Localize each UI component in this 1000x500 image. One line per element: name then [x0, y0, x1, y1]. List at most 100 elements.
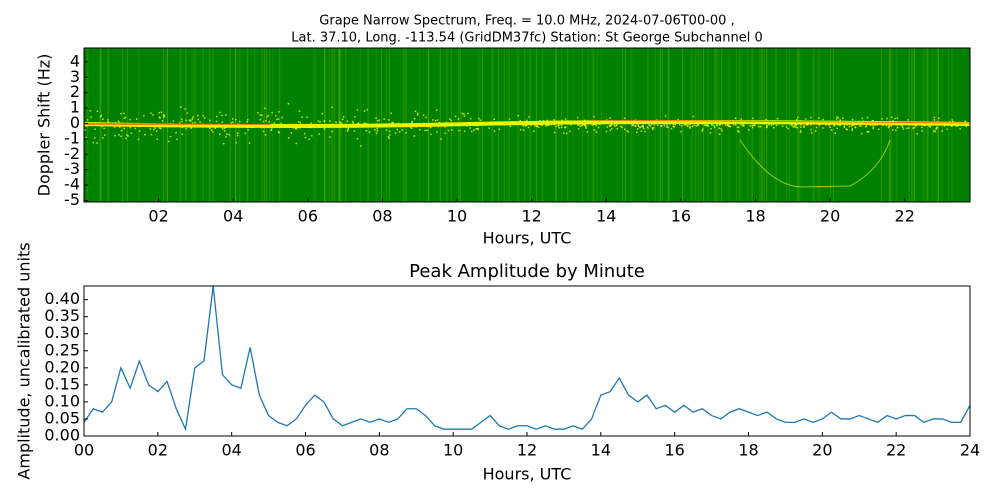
spectrogram-texture — [768, 124, 770, 126]
spectrogram-texture — [555, 125, 557, 128]
spectrogram-texture — [739, 139, 891, 188]
spectrogram-texture — [703, 124, 706, 126]
spectrogram-texture — [632, 48, 634, 202]
spectrogram-texture — [592, 123, 595, 126]
spectrogram-texture — [805, 118, 807, 120]
spectrogram-texture — [275, 114, 277, 117]
spectrogram-texture — [716, 123, 719, 126]
spectrogram-texture — [810, 128, 812, 131]
spectrogram-texture — [273, 122, 276, 124]
spectrogram-texture — [817, 48, 819, 202]
spectrogram-texture — [861, 117, 864, 120]
spectrogram-texture — [181, 120, 183, 123]
spectrogram-texture — [426, 129, 428, 132]
spectrogram-texture — [553, 131, 556, 134]
spectrogram-texture — [706, 124, 709, 126]
x-tick-label: 00 — [74, 441, 94, 460]
plot-frame — [83, 285, 971, 437]
spectrogram-texture — [101, 125, 103, 128]
spectrogram-texture — [718, 127, 720, 129]
spectrogram-texture — [758, 125, 760, 128]
spectrogram-texture — [365, 122, 367, 125]
spectrogram-texture — [636, 128, 639, 130]
x-tick-label: 06 — [298, 207, 318, 226]
spectrogram-texture — [340, 121, 343, 124]
spectrogram-texture — [473, 129, 475, 131]
spectrogram-texture — [278, 111, 280, 113]
spectrogram-texture — [102, 137, 104, 139]
spectrogram-texture — [668, 48, 670, 202]
spectrogram-texture — [822, 118, 825, 121]
x-tick-label: 18 — [745, 207, 765, 226]
spectrogram-texture — [647, 48, 649, 202]
spectrogram-texture — [457, 118, 460, 120]
spectrogram-texture — [860, 125, 862, 127]
spectrogram-texture — [639, 126, 641, 129]
spectrogram-texture — [90, 116, 92, 118]
spectrogram-texture — [425, 116, 427, 119]
spectrogram-texture — [799, 48, 801, 202]
spectrogram-texture — [353, 130, 356, 132]
spectrogram-texture — [828, 124, 830, 126]
spectrogram-texture — [99, 115, 102, 118]
spectrogram-texture — [652, 128, 654, 131]
spectrogram-texture — [470, 117, 472, 120]
spectrogram-texture — [162, 116, 165, 118]
spectrogram-texture — [941, 130, 943, 132]
spectrogram-texture — [463, 130, 466, 132]
spectrogram-texture — [751, 48, 753, 202]
spectrogram-texture — [287, 137, 290, 139]
spectrogram-texture — [695, 48, 697, 202]
spectrogram-texture — [752, 126, 754, 129]
spectrogram-texture — [295, 142, 298, 145]
spectrogram-texture — [661, 48, 663, 202]
x-tick-label: 18 — [738, 441, 758, 460]
spectrogram-texture — [530, 124, 533, 126]
spectrogram-texture — [247, 129, 249, 131]
spectrogram-texture — [765, 118, 767, 121]
spectrogram-texture — [908, 127, 910, 129]
spectrogram-texture — [707, 125, 709, 128]
spectrogram-texture — [936, 126, 938, 129]
spectrogram-texture — [916, 132, 919, 135]
spectrogram-texture — [376, 120, 379, 122]
spectrogram-texture — [467, 112, 469, 115]
spectrogram-texture — [401, 129, 403, 131]
spectrogram-texture — [375, 117, 377, 119]
spectrogram-texture — [545, 124, 547, 127]
spectrogram-texture — [790, 124, 792, 126]
spectrogram-texture — [475, 128, 477, 130]
spectrogram-texture — [419, 128, 421, 131]
spectrogram-texture — [807, 123, 809, 126]
spectrogram-texture — [892, 129, 894, 131]
spectrogram-texture — [297, 121, 300, 123]
spectrogram-texture — [658, 48, 660, 202]
spectrogram-texture — [259, 114, 262, 116]
spectrogram-texture — [366, 108, 369, 111]
spectrogram-texture — [96, 142, 98, 144]
spectrogram-texture — [680, 124, 683, 127]
spectrogram-texture — [163, 115, 165, 117]
spectrogram-texture — [872, 127, 874, 130]
spectrogram-texture — [123, 112, 125, 115]
spectrogram-texture — [303, 132, 306, 135]
spectrogram-texture — [107, 119, 109, 121]
spectrogram-texture — [563, 132, 565, 134]
spectrogram-texture — [534, 125, 536, 127]
spectrogram-texture — [363, 110, 366, 112]
spectrogram-texture — [463, 113, 465, 115]
spectrogram-texture — [84, 129, 86, 131]
spectrogram-texture — [424, 129, 426, 132]
spectrogram-texture — [800, 123, 802, 126]
spectrogram-texture — [318, 133, 320, 135]
spectrogram-texture — [120, 129, 123, 132]
spectrogram-texture — [323, 128, 326, 130]
spectrogram-texture — [803, 125, 805, 127]
y-tick-label: 0.05 — [44, 408, 80, 427]
spectrogram-texture — [833, 124, 835, 127]
spectrogram-texture — [819, 48, 821, 202]
spectrogram-texture — [156, 138, 158, 141]
spectrogram-texture — [736, 48, 738, 202]
spectrogram-texture — [154, 127, 156, 129]
spectrogram-texture — [818, 117, 820, 119]
